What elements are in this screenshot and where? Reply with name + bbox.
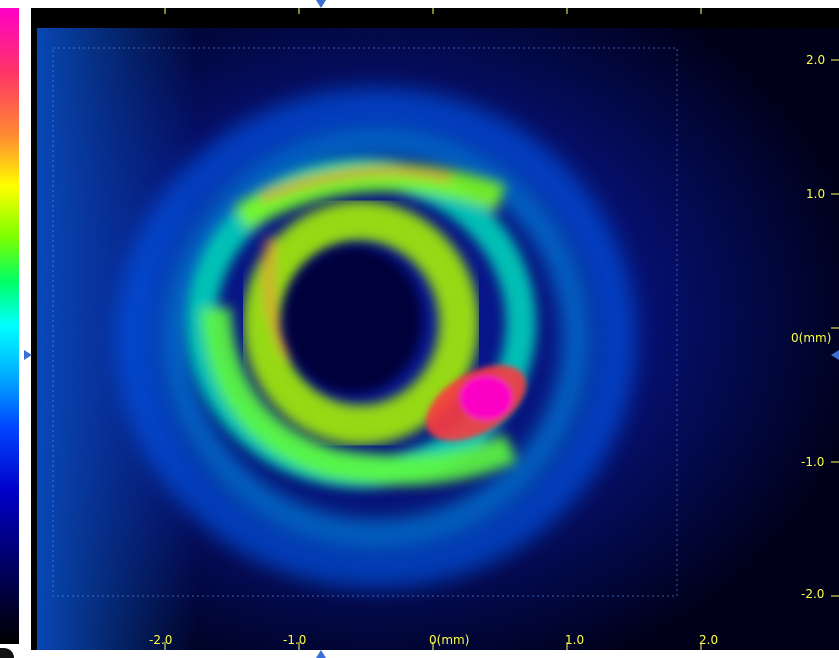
beam-image-plot[interactable]: -2.0 -1.0 0(mm) 1.0 2.0 2.0 1.0 0(mm) -1…: [31, 8, 839, 650]
hot-spot: [426, 365, 526, 441]
y-tick-label: 2.0: [806, 53, 826, 67]
x-tick-label: -1.0: [283, 633, 307, 647]
corner-decoration: [0, 648, 14, 658]
dark-center: [283, 246, 423, 394]
x-crosshair-marker-top[interactable]: [316, 0, 326, 8]
intensity-colorbar: [0, 8, 19, 644]
x-tick-label: -2.0: [149, 633, 173, 647]
y-tick-label: -1.0: [801, 455, 825, 469]
x-crosshair-marker-bottom[interactable]: [316, 650, 326, 658]
beam-intensity-image: [31, 8, 839, 650]
y-crosshair-marker-right[interactable]: [831, 350, 839, 360]
axis-ticks: [164, 8, 839, 650]
y-tick-label: -2.0: [801, 587, 825, 601]
image-grain: [37, 28, 839, 650]
y-tick-label: 0(mm): [791, 331, 832, 345]
roi-rectangle[interactable]: [52, 47, 678, 597]
y-crosshair-marker-left[interactable]: [24, 350, 32, 360]
x-tick-label: 2.0: [699, 633, 719, 647]
ring-outer: [186, 158, 536, 488]
outer-rings: [116, 88, 636, 588]
x-tick-label: 0(mm): [429, 633, 470, 647]
x-tick-label: 1.0: [565, 633, 585, 647]
y-tick-label: 1.0: [806, 187, 826, 201]
ring-inner: [243, 201, 479, 445]
